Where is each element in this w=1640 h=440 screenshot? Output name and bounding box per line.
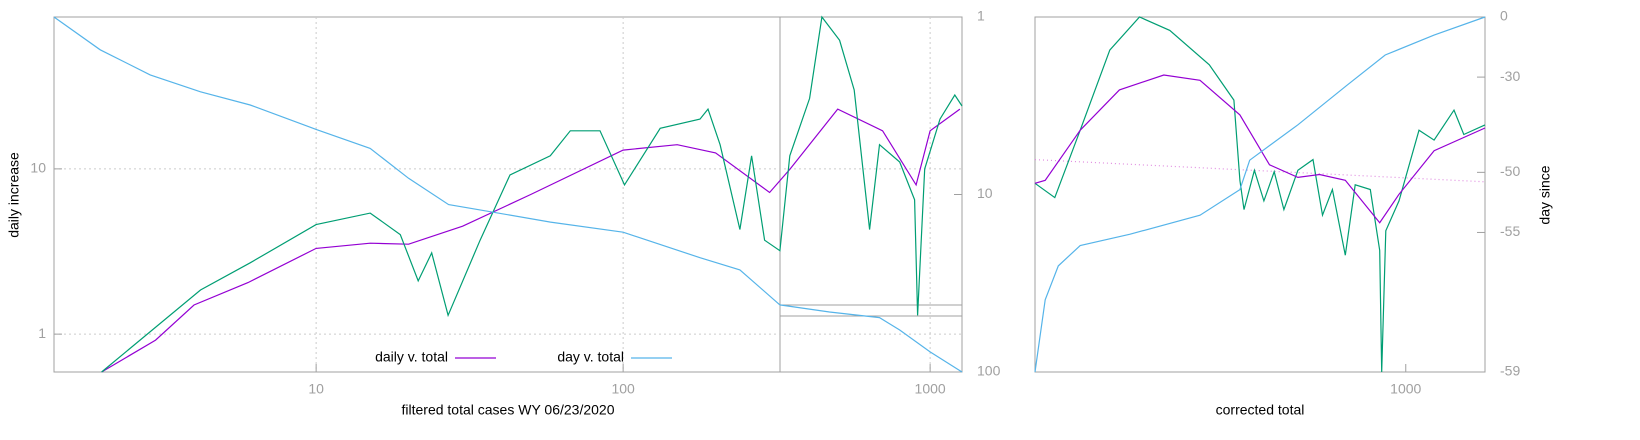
plot-frame [1034, 16, 1486, 373]
x-tick-label: 1000 [915, 381, 946, 397]
series-line [1034, 16, 1486, 373]
y2-tick-label: -30 [1500, 68, 1520, 84]
plot-frame [53, 16, 963, 373]
y2-tick-label: 0 [1500, 8, 1508, 24]
series-line [1034, 74, 1486, 224]
legend-label: day v. total [557, 349, 624, 365]
series-line [1034, 16, 1486, 373]
series-line [101, 15, 963, 373]
series-line [101, 108, 961, 373]
y2-tick-label: -59 [1500, 363, 1520, 379]
y-tick-label: 1 [38, 325, 46, 341]
x-tick-label: 10 [308, 381, 324, 397]
x-tick-label: 1000 [1390, 381, 1421, 397]
y-tick-label: 10 [30, 160, 46, 176]
y2-tick-label: -55 [1500, 223, 1520, 239]
y2-tick-label: 10 [977, 185, 993, 201]
x-axis-label: corrected total [1216, 402, 1305, 418]
legend-label: daily v. total [375, 349, 448, 365]
y2-axis-label: day since [1537, 165, 1553, 224]
x-axis-label: filtered total cases WY 06/23/2020 [402, 402, 615, 418]
series-line [53, 16, 963, 373]
x-tick-label: 100 [611, 381, 635, 397]
y2-tick-label: 1 [977, 8, 985, 24]
y-axis-label: daily increase [6, 152, 22, 238]
y2-tick-label: 100 [977, 363, 1001, 379]
y2-tick-label: -50 [1500, 163, 1520, 179]
